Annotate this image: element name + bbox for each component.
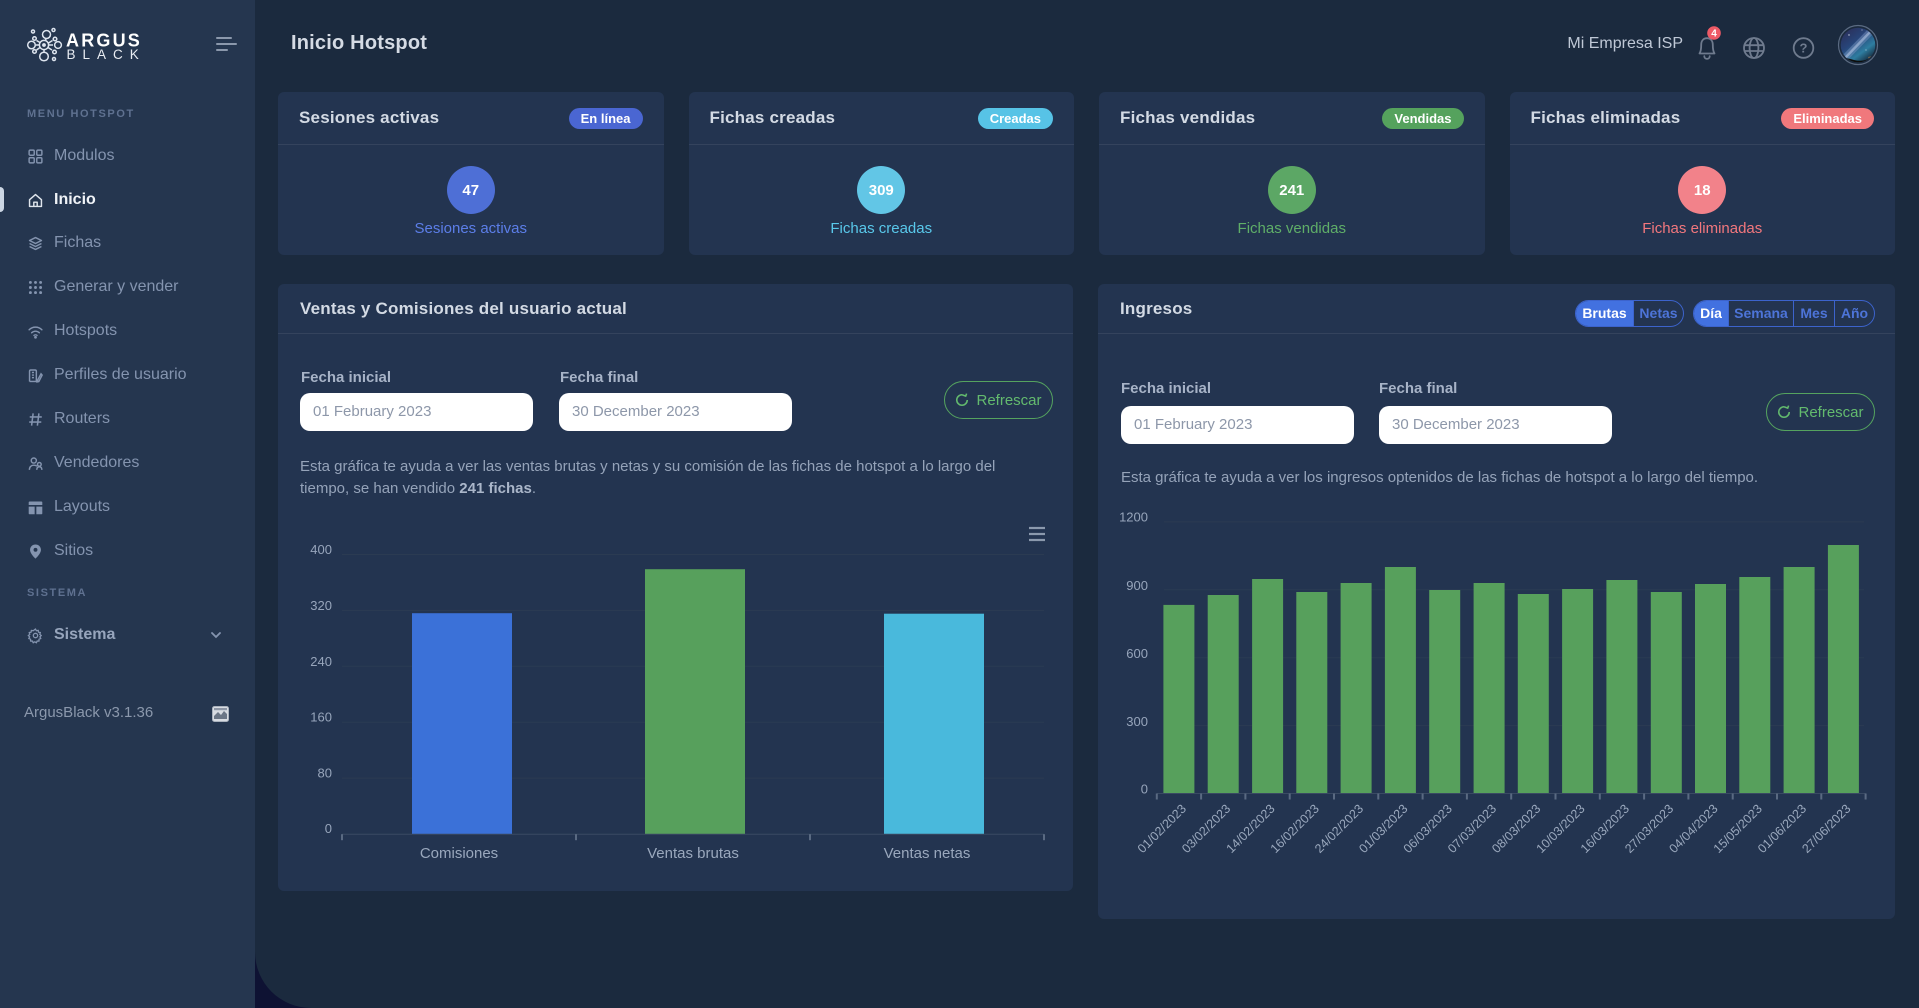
svg-text:900: 900 [1126,578,1148,593]
svg-text:600: 600 [1126,646,1148,661]
svg-text:Ventas brutas: Ventas brutas [647,845,739,862]
svg-text:240: 240 [310,654,332,669]
svg-text:0: 0 [1141,781,1148,796]
svg-text:80: 80 [318,766,332,781]
svg-text:Ventas netas: Ventas netas [884,845,971,862]
svg-text:ARGUS: ARGUS [66,31,142,51]
svg-text:?: ? [1800,41,1808,56]
svg-text:300: 300 [1126,714,1148,729]
svg-text:Comisiones: Comisiones [420,845,498,862]
svg-text:1200: 1200 [1119,510,1148,525]
svg-text:4: 4 [1711,29,1717,40]
svg-text:BLACK: BLACK [67,47,146,62]
svg-text:400: 400 [310,542,332,557]
svg-text:27/06/2023: 27/06/2023 [1799,802,1853,856]
svg-text:0: 0 [325,821,332,836]
svg-text:160: 160 [310,710,332,725]
svg-text:320: 320 [310,598,332,613]
